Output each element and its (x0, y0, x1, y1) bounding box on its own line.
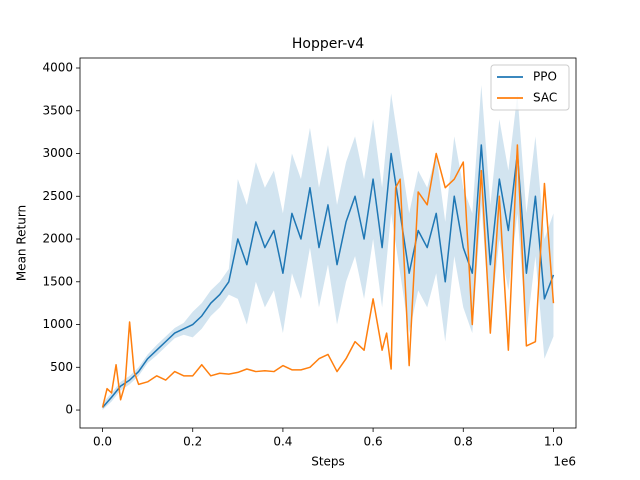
y-tick-label: 1000 (42, 317, 73, 331)
x-tick-label: 0.2 (183, 435, 202, 449)
y-tick-label: 1500 (42, 274, 73, 288)
y-axis-label: Mean Return (15, 205, 29, 281)
y-tick-label: 2000 (42, 232, 73, 246)
x-offset-label: 1e6 (553, 455, 576, 469)
ppo-band (102, 85, 554, 411)
legend-box (490, 64, 570, 111)
y-tick-label: 2500 (42, 189, 73, 203)
y-tick-label: 500 (50, 360, 73, 374)
x-axis-label: Steps (311, 455, 345, 469)
legend-label: SAC (533, 91, 557, 105)
x-tick-label: 1.0 (544, 435, 563, 449)
axes-frame (79, 57, 577, 429)
y-tick-label: 4000 (42, 61, 73, 75)
chart-title: Hopper-v4 (292, 36, 364, 52)
x-tick-label: 0.6 (364, 435, 383, 449)
series-line (101, 144, 555, 408)
y-tick-label: 0 (65, 403, 73, 417)
x-tick-label: 0.0 (93, 435, 112, 449)
x-tick-label: 0.8 (454, 435, 473, 449)
x-tick-label: 0.4 (273, 435, 292, 449)
y-tick-label: 3000 (42, 146, 73, 160)
series-line (101, 144, 555, 408)
y-tick-label: 3500 (42, 103, 73, 117)
legend-label: PPO (533, 70, 557, 84)
